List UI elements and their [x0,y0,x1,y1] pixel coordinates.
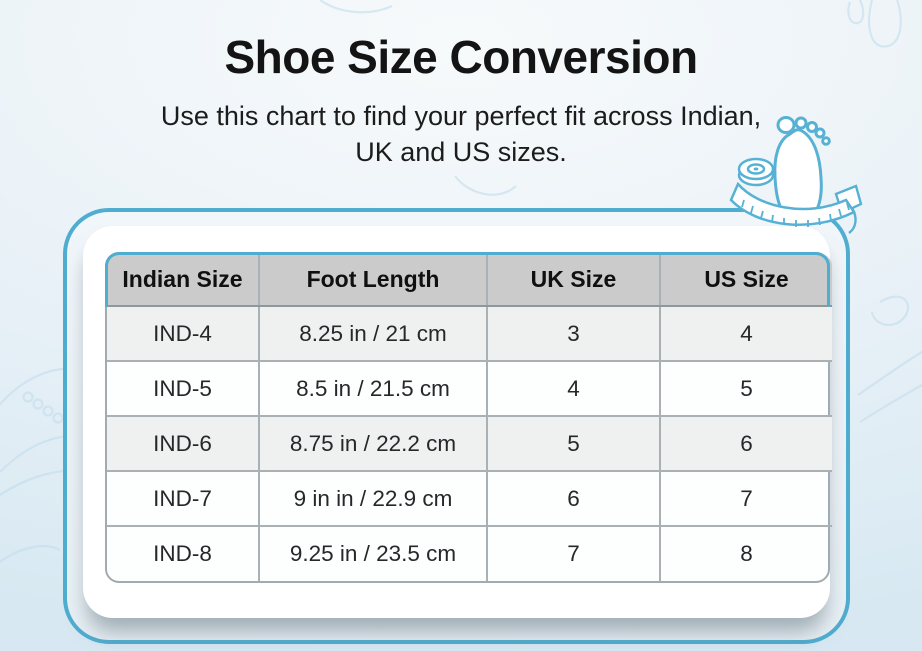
table-row: IND-4 8.25 in / 21 cm 3 4 [107,305,832,361]
table-row: IND-7 9 in in / 22.9 cm 6 7 [107,470,832,526]
page-title: Shoe Size Conversion [224,31,698,83]
us-size-cell: 8 [660,525,832,581]
indian-size-cell: IND-5 [107,360,260,416]
indian-size-cell: IND-6 [107,415,260,471]
indian-size-cell: IND-4 [107,305,260,361]
us-size-cell: 6 [660,415,832,471]
header-uk-size: UK Size [487,254,661,307]
table-row: IND-5 8.5 in / 21.5 cm 4 5 [107,360,832,416]
header-foot-length: Foot Length [259,254,488,307]
table-row: IND-6 8.75 in / 22.2 cm 5 6 [107,415,832,471]
foot-length-cell: 9 in in / 22.9 cm [259,470,488,526]
foot-length-cell: 9.25 in / 23.5 cm [259,525,488,581]
us-size-cell: 7 [660,470,832,526]
table-header-row: Indian Size Foot Length UK Size US Size [107,254,832,307]
foot-length-cell: 8.25 in / 21 cm [259,305,488,361]
doodle-curve-bottom-left [0,545,61,563]
conversion-table: Indian Size Foot Length UK Size US Size … [105,252,832,583]
uk-size-cell: 6 [487,470,661,526]
doodle-curve-mid [454,175,517,196]
measuring-tape-band [729,181,856,227]
foot-length-cell: 8.75 in / 22.2 cm [259,415,488,471]
table-row: IND-8 9.25 in / 23.5 cm 7 8 [107,525,832,581]
doodle-curve-top [319,0,393,14]
header-indian-size: Indian Size [107,254,260,307]
measuring-tape-roll-icon [737,157,775,187]
foot-measuring-tape-illustration [729,116,863,234]
uk-size-cell: 5 [487,415,661,471]
us-size-cell: 4 [660,305,832,361]
indian-size-cell: IND-8 [107,525,260,581]
card-inner-panel: Indian Size Foot Length UK Size US Size … [83,226,832,618]
uk-size-cell: 7 [487,525,661,581]
uk-size-cell: 3 [487,305,661,361]
indian-size-cell: IND-7 [107,470,260,526]
uk-size-cell: 4 [487,360,661,416]
us-size-cell: 5 [660,360,832,416]
page-subtitle: Use this chart to find your perfect fit … [160,101,762,168]
tape-tick-marks [741,199,850,227]
doodle-lines-right [857,295,922,423]
foot-length-cell: 8.5 in / 21.5 cm [259,360,488,416]
header-us-size: US Size [660,254,832,307]
conversion-card: Indian Size Foot Length UK Size US Size … [63,208,850,644]
